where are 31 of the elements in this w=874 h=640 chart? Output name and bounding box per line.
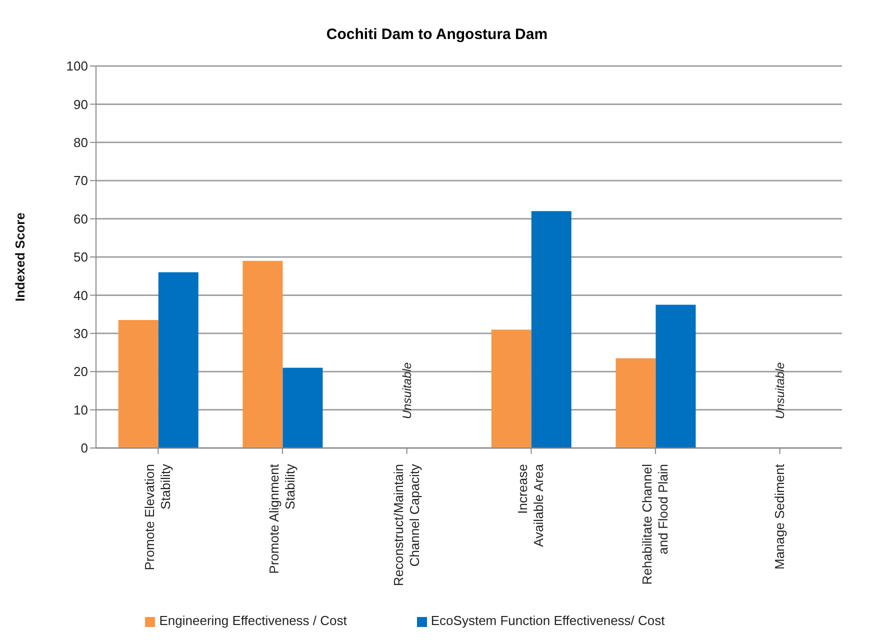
x-tick-label: Increase Available Area xyxy=(515,463,546,547)
y-tick-label: 10 xyxy=(74,402,88,418)
bar xyxy=(531,211,572,448)
x-tick-label: Manage Sediment xyxy=(772,464,787,570)
y-tick-label: 40 xyxy=(74,288,88,303)
y-tick-label: 0 xyxy=(80,440,88,456)
x-tick-label: Promote Alignment Stability xyxy=(266,464,298,574)
legend-label: EcoSystem Function Effectiveness/ Cost xyxy=(430,613,665,628)
y-tick-label: 20 xyxy=(74,364,88,380)
bar xyxy=(118,320,158,448)
y-tick-label: 70 xyxy=(74,173,88,188)
x-tick-label: Rehabilitate Channel and Flood Plain xyxy=(640,464,670,585)
bar xyxy=(242,260,283,448)
bar xyxy=(158,272,198,448)
y-axis-title: Indexed Score xyxy=(12,212,28,302)
y-tick-label: 50 xyxy=(74,250,88,265)
chart-title: Cochiti Dam to Angostura Dam xyxy=(325,25,549,45)
legend-label: Engineering Effectiveness / Cost xyxy=(159,613,347,628)
y-tick-label: 60 xyxy=(74,211,88,226)
y-tick-label: 80 xyxy=(74,135,88,150)
annotation: Unsuitable xyxy=(772,362,787,420)
annotation: Unsuitable xyxy=(400,362,414,420)
y-tick-label: 90 xyxy=(74,96,88,112)
bar xyxy=(491,330,532,448)
y-tick-label: 100 xyxy=(66,58,88,74)
bar xyxy=(656,304,696,448)
bar xyxy=(282,368,323,448)
x-tick-label: Reconstruct/Maintain Channel Capacity xyxy=(390,464,422,586)
bar xyxy=(616,358,656,448)
y-tick-label: 30 xyxy=(74,326,88,342)
x-tick-label: Promote Elevation Stability xyxy=(142,464,174,570)
